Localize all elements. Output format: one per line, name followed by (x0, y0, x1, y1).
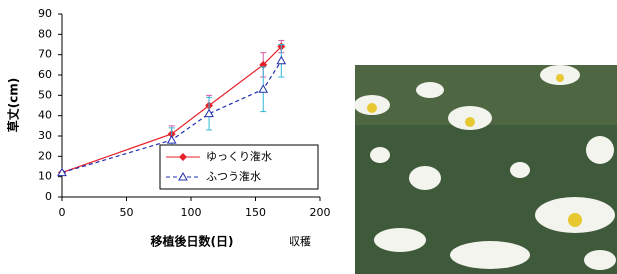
x-tick-label: 100 (181, 206, 202, 219)
screenshot: 草丈(cm) 移植後日数(日) 収穫 0 10 20 30 40 50 60 70 80 90 0 5… (0, 0, 617, 274)
marker (259, 85, 267, 92)
y-tick-label: 50 (38, 88, 52, 101)
page: {"chart_data": {"type": "line", "y_label… (0, 0, 617, 274)
annotation: 収穫 (289, 235, 311, 248)
x-tick-label: 0 (59, 206, 66, 219)
y-tick-label: 30 (38, 129, 52, 142)
y-tick-label: 80 (38, 27, 52, 40)
y-tick-label: 70 (38, 48, 52, 61)
y-tick-label: 20 (38, 149, 52, 162)
photo (354, 65, 617, 274)
marker (168, 136, 176, 143)
y-tick-label: 90 (38, 7, 52, 20)
y-tick-label: 60 (38, 68, 52, 81)
legend-label: ゆっくり潅水 (206, 149, 272, 163)
marker (277, 57, 285, 64)
legend-label: ふつう潅水 (206, 169, 261, 183)
y-tick-label: 10 (38, 170, 52, 183)
y-tick-label: 0 (45, 190, 52, 203)
x-tick-label: 200 (310, 206, 331, 219)
x-tick-label: 150 (245, 206, 266, 219)
x-tick-label: 50 (120, 206, 134, 219)
y-tick-label: 40 (38, 109, 52, 122)
y-axis-label: 草丈(cm) (6, 78, 21, 133)
x-axis-label: 移植後日数(日) (151, 234, 234, 249)
marker (205, 110, 213, 117)
